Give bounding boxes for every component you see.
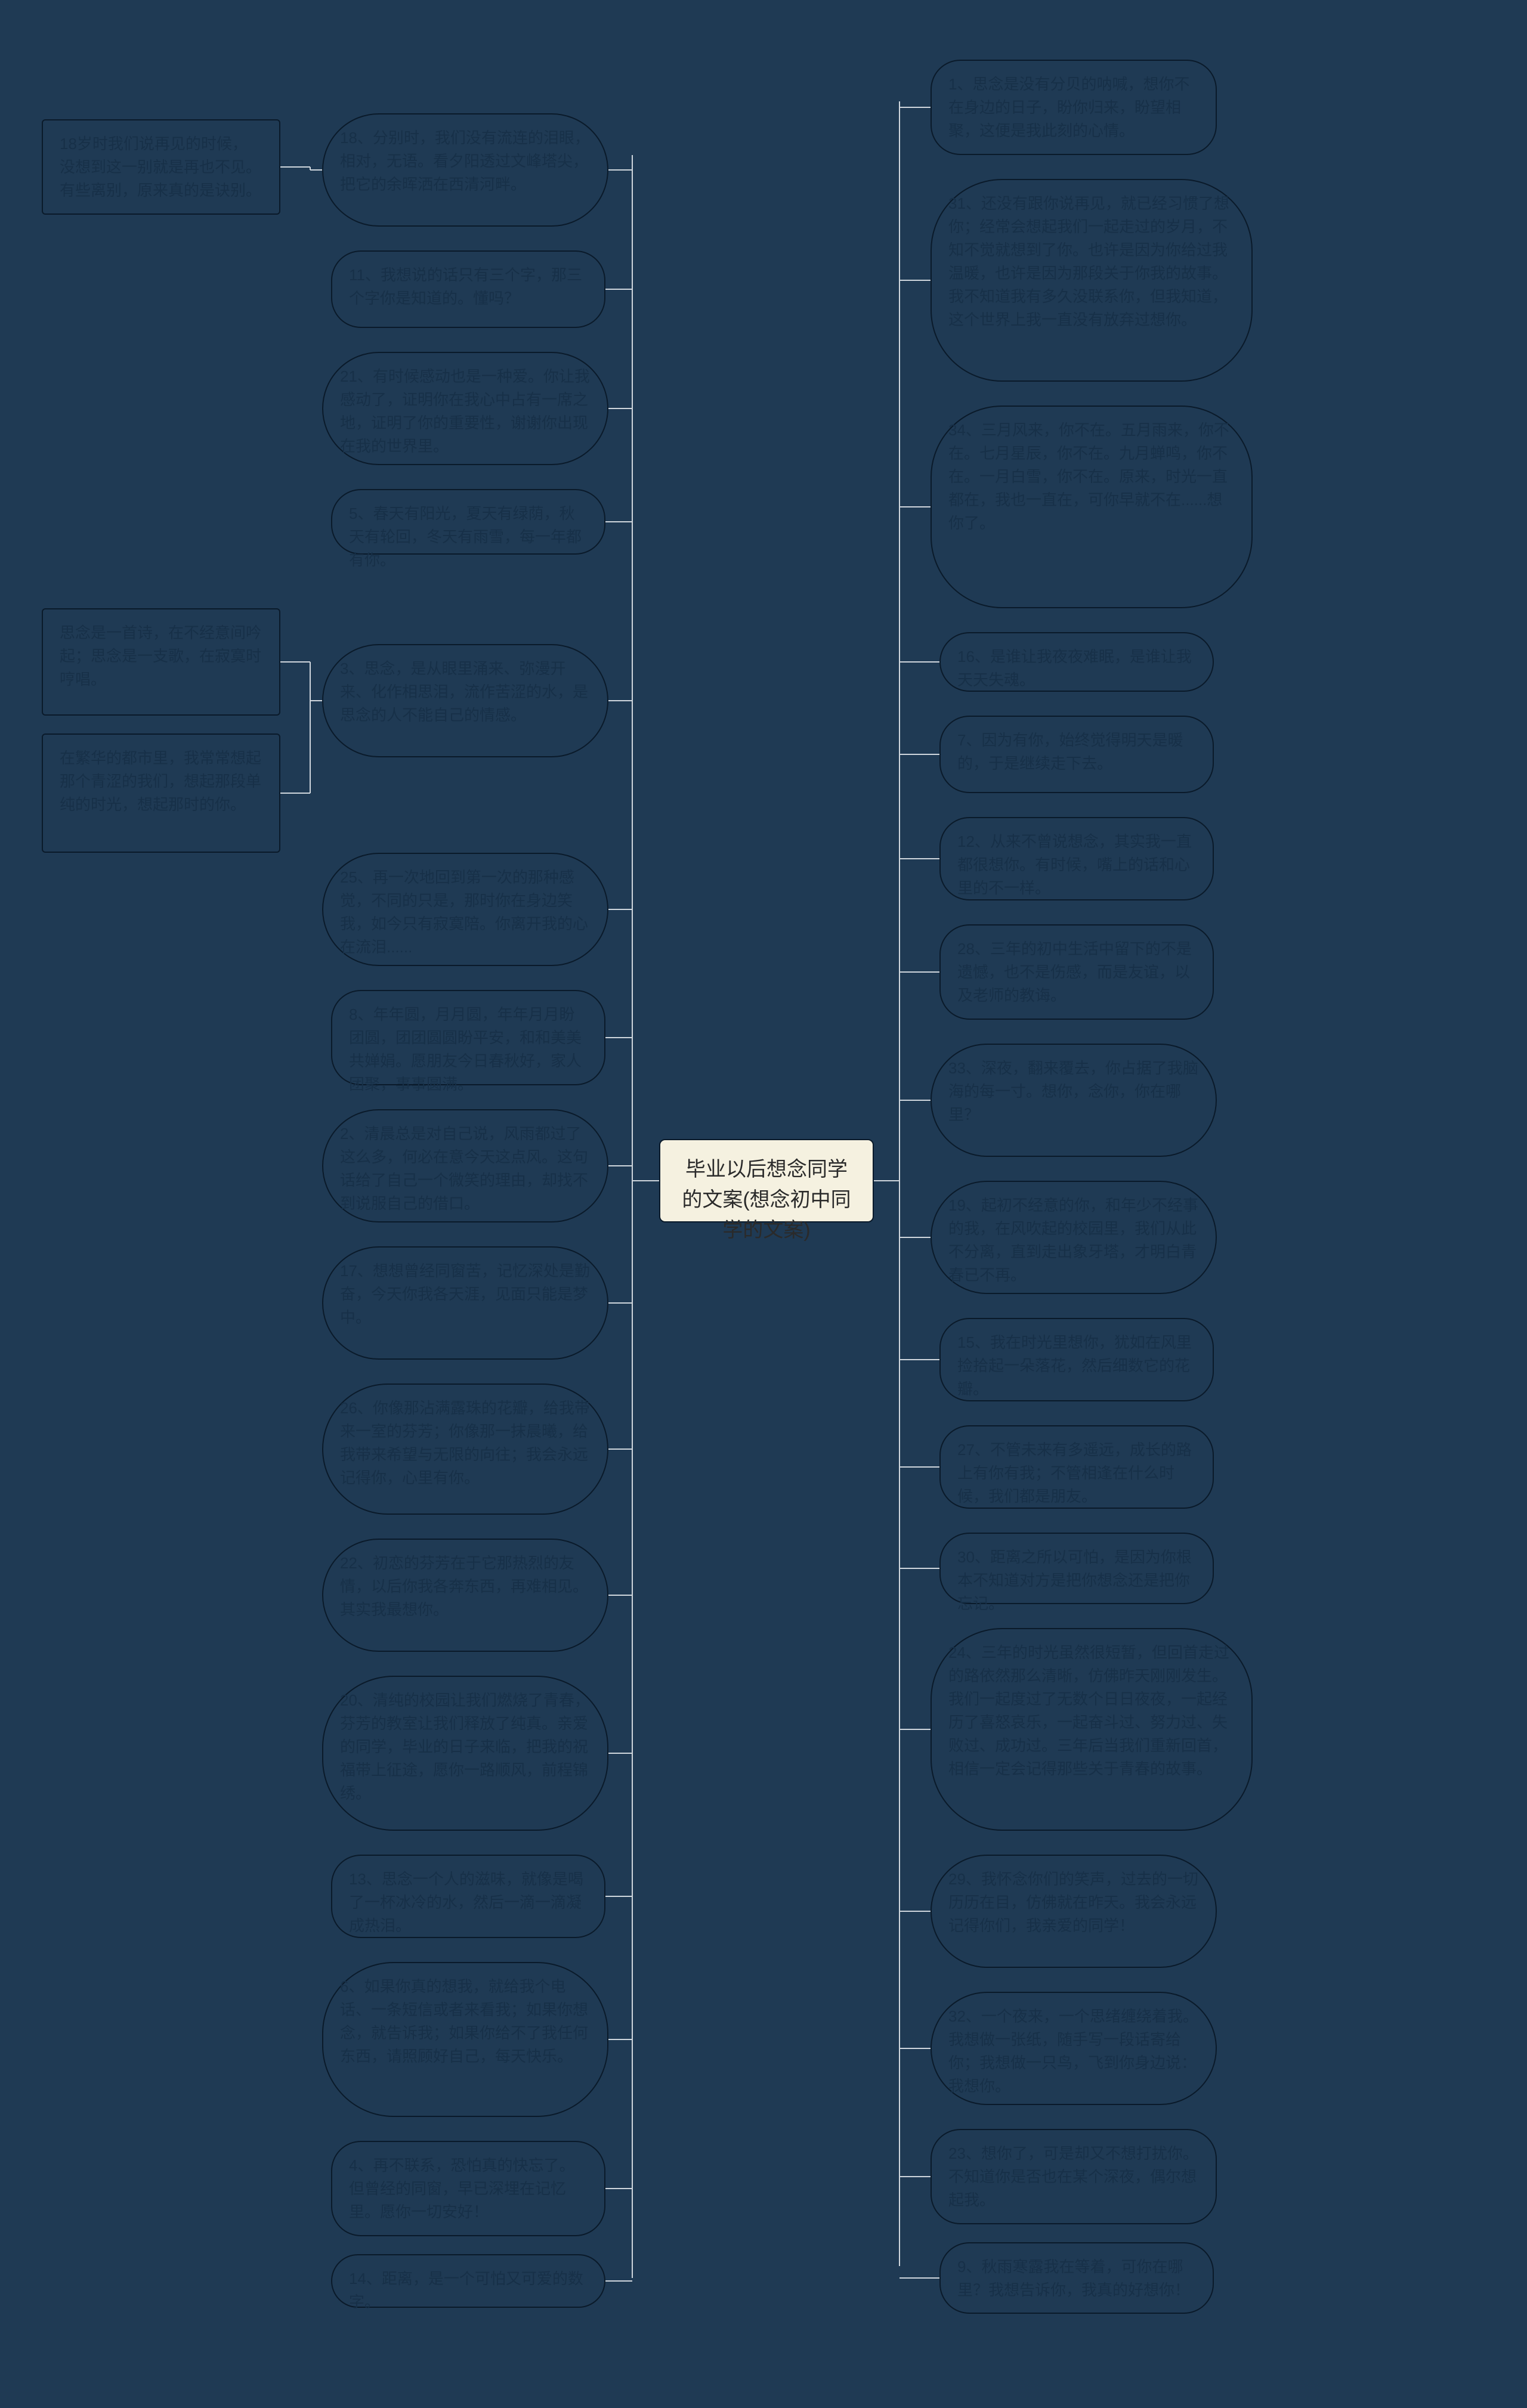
mindmap-node: 30、距离之所以可怕，是因为你根本不知道对方是把你想念还是把你忘记。 bbox=[939, 1533, 1214, 1604]
mindmap-node: 29、我怀念你们的笑声，过去的一切历历在目，仿佛就在昨天。我会永远记得你们，我亲… bbox=[931, 1855, 1217, 1968]
mindmap-node: 9、秋雨寒露我在等着，可你在哪里？我想告诉你，我真的好想你！ bbox=[939, 2242, 1214, 2314]
mindmap-node: 28、三年的初中生活中留下的不是遗憾，也不是伤感，而是友谊，以及老师的教诲。 bbox=[939, 924, 1214, 1020]
mindmap-node: 15、我在时光里想你，犹如在风里捡拾起一朵落花，然后细数它的花瓣。 bbox=[939, 1318, 1214, 1401]
mindmap-node: 3、思念，是从眼里涌来、弥漫开来、化作相思泪，流作苦涩的水，是思念的人不能自己的… bbox=[322, 644, 608, 757]
mindmap-node: 27、不管未来有多遥远，成长的路上有你有我；不管相逢在什么时候，我们都是朋友。 bbox=[939, 1425, 1214, 1509]
mindmap-node: 6、如果你真的想我，就给我个电话、一条短信或者来看我；如果你想念，就告诉我；如果… bbox=[322, 1962, 608, 2117]
mindmap-node: 26、你像那沾满露珠的花瓣，给我带来一室的芬芳；你像那一抹晨曦，给我带来希望与无… bbox=[322, 1383, 608, 1515]
mindmap-node: 18、分别时，我们没有流连的泪眼，相对，无语。看夕阳透过文峰塔尖，把它的余晖洒在… bbox=[322, 113, 608, 227]
mindmap-node: 在繁华的都市里，我常常想起那个青涩的我们，想起那段单纯的时光，想起那时的你。 bbox=[42, 733, 280, 853]
mindmap-node: 4、再不联系，恐怕真的快忘了。但曾经的同窗，早已深埋在记忆里。愿你一切安好！ bbox=[331, 2141, 605, 2236]
mindmap-node: 21、有时候感动也是一种爱。你让我感动了，证明你在我心中占有一席之地，证明了你的… bbox=[322, 352, 608, 465]
mindmap-node: 5、春天有阳光，夏天有绿荫，秋天有轮回，冬天有雨雪，每一年都有你。 bbox=[331, 489, 605, 555]
mindmap-node: 8、年年圆，月月圆，年年月月盼团圆，团团圆圆盼平安，和和美美共婵娟。愿朋友今日春… bbox=[331, 990, 605, 1085]
mindmap-node: 11、我想说的话只有三个字，那三个字你是知道的。懂吗？ bbox=[331, 250, 605, 328]
mindmap-node: 17、想想曾经同窗苦，记忆深处是勤奋，今天你我各天涯，见面只能是梦中。 bbox=[322, 1246, 608, 1360]
mindmap-center: 毕业以后想念同学的文案(想念初中同学的文案) bbox=[659, 1139, 874, 1222]
mindmap-node: 34、三月风来，你不在。五月雨来，你不在。七月星辰，你不在。九月蝉鸣，你不在。一… bbox=[931, 406, 1253, 608]
mindmap-node: 14、距离，是一个可怕又可爱的数字。 bbox=[331, 2254, 605, 2308]
mindmap-node: 25、再一次地回到第一次的那种感觉，不同的只是，那时你在身边笑我，如今只有寂寞陪… bbox=[322, 853, 608, 966]
mindmap-node: 1、思念是没有分贝的呐喊，想你不在身边的日子，盼你归来，盼望相聚，这便是我此刻的… bbox=[931, 60, 1217, 155]
mindmap-node: 33、深夜，翻来覆去，你占据了我脑海的每一寸。想你，念你，你在哪里？ bbox=[931, 1044, 1217, 1157]
mindmap-node: 13、思念一个人的滋味，就像是喝了一杯冰冷的水，然后一滴一滴凝成热泪。 bbox=[331, 1855, 605, 1938]
mindmap-node: 20、清纯的校园让我们燃烧了青春，芬芳的教室让我们释放了纯真。亲爱的同学，毕业的… bbox=[322, 1676, 608, 1831]
mindmap-node: 22、初恋的芬芳在于它那热烈的友情，以后你我各奔东西，再难相见。其实我最想你。 bbox=[322, 1539, 608, 1652]
mindmap-node: 31、还没有跟你说再见，就已经习惯了想你；经常会想起我们一起走过的岁月，不知不觉… bbox=[931, 179, 1253, 382]
mindmap-node: 12、从来不曾说想念，其实我一直都很想你。有时候，嘴上的话和心里的不一样。 bbox=[939, 817, 1214, 900]
mindmap-node: 32、一个夜来，一个思绪缠绕着我。我想做一张纸，随手写一段话寄给你；我想做一只鸟… bbox=[931, 1992, 1217, 2105]
mindmap-node: 23、想你了，可是却又不想打扰你。不知道你是否也在某个深夜，偶尔想起我。 bbox=[931, 2129, 1217, 2224]
mindmap-node: 2、清晨总是对自己说，风雨都过了这么多，何必在意今天这点风。这句话给了自己一个微… bbox=[322, 1109, 608, 1222]
mindmap-node: 24、三年的时光虽然很短暂，但回首走过的路依然那么清晰，仿佛昨天刚刚发生。我们一… bbox=[931, 1628, 1253, 1831]
mindmap-node: 思念是一首诗，在不经意间吟起；思念是一支歌，在寂寞时哼唱。 bbox=[42, 608, 280, 716]
mindmap-node: 18岁时我们说再见的时候，没想到这一别就是再也不见。有些离别，原来真的是诀别。 bbox=[42, 119, 280, 215]
mindmap-node: 19、起初不经意的你，和年少不经事的我，在风吹起的校园里，我们从此不分离，直到走… bbox=[931, 1181, 1217, 1294]
mindmap-node: 7、因为有你，始终觉得明天是暖的，于是继续走下去。 bbox=[939, 716, 1214, 793]
mindmap-node: 16、是谁让我夜夜难眠，是谁让我天天失魂。 bbox=[939, 632, 1214, 692]
